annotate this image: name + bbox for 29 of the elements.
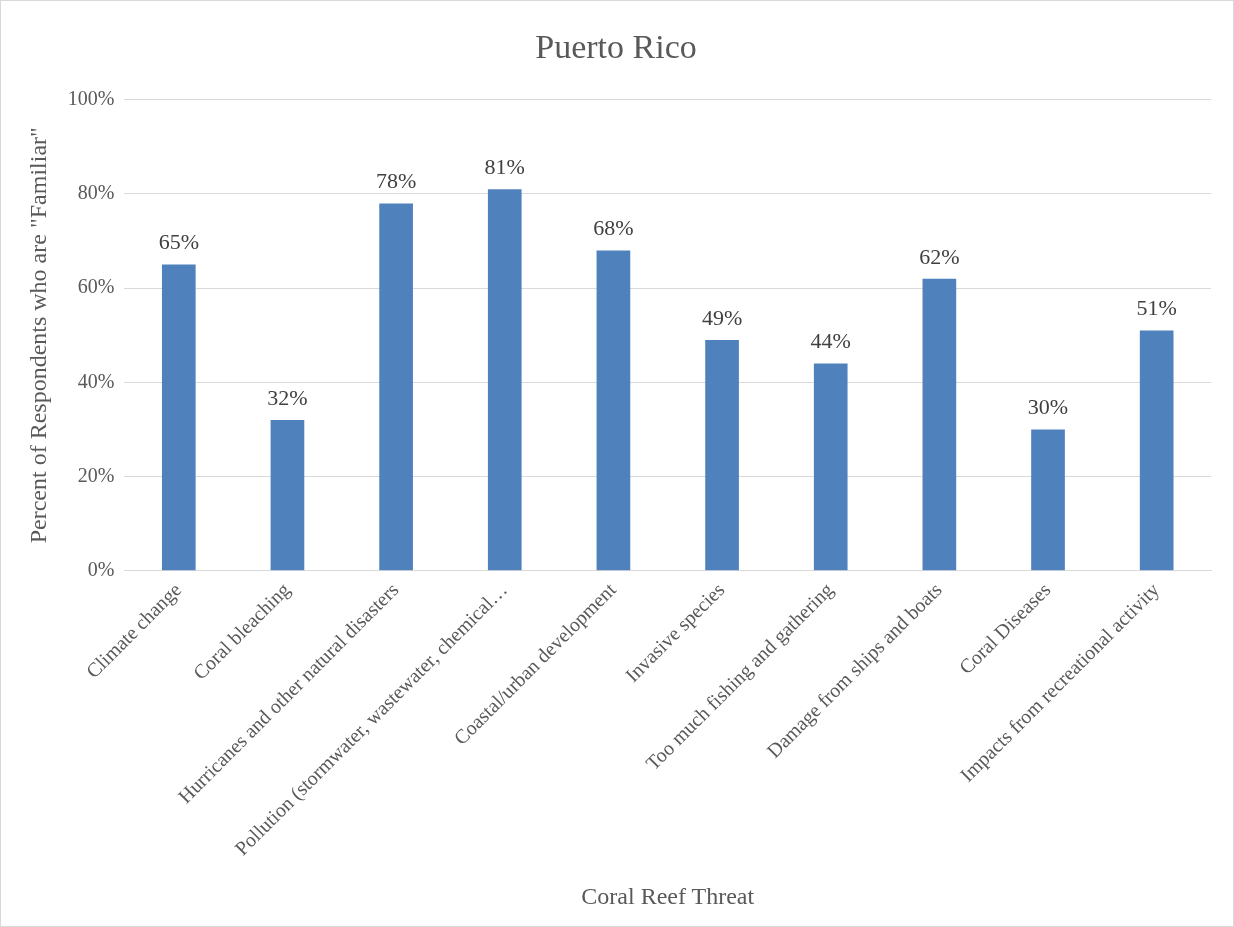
bar	[813, 363, 848, 571]
bar	[161, 264, 196, 571]
bar	[270, 420, 305, 571]
data-label: 32%	[267, 384, 308, 410]
y-tick-label: 60%	[77, 275, 115, 298]
bar	[487, 189, 522, 571]
data-label: 62%	[919, 243, 960, 269]
chart-title: Puerto Rico	[535, 28, 697, 66]
data-label: 30%	[1027, 394, 1069, 420]
y-axis-title: Percent of Respondents who are "Familiar"	[24, 127, 51, 544]
data-label: 68%	[593, 215, 634, 241]
y-tick-label: 100%	[67, 87, 115, 110]
data-label: 44%	[810, 328, 851, 354]
bar	[922, 278, 957, 571]
data-label: 65%	[158, 229, 199, 255]
y-tick-label: 80%	[77, 181, 115, 204]
data-label: 51%	[1136, 295, 1177, 321]
data-label: 49%	[701, 304, 743, 330]
y-tick-label: 0%	[87, 557, 115, 580]
data-label: 78%	[375, 168, 417, 194]
bar	[1031, 429, 1065, 571]
bar	[379, 203, 413, 571]
bar	[705, 339, 739, 571]
y-tick-label: 40%	[77, 369, 115, 392]
bar	[1139, 330, 1174, 571]
y-tick-label: 20%	[77, 463, 115, 486]
x-axis-title: Coral Reef Threat	[581, 882, 755, 909]
data-label: 81%	[484, 154, 525, 180]
bar	[596, 250, 631, 571]
